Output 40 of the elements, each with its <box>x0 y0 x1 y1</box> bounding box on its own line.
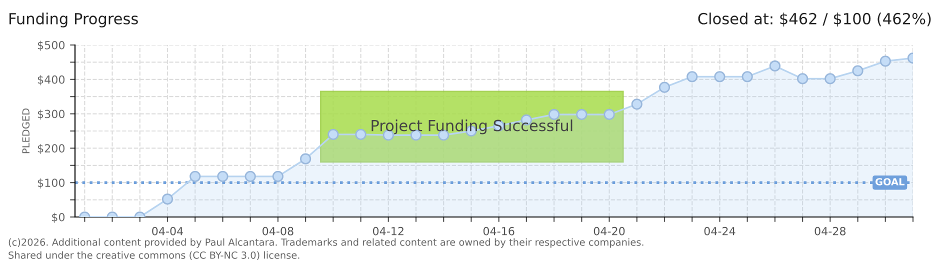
point <box>742 71 753 82</box>
point <box>548 108 560 120</box>
point <box>190 170 201 182</box>
x-tick-label: 04-12 <box>372 226 404 236</box>
chart-title: Funding Progress <box>10 12 138 28</box>
point <box>714 71 726 82</box>
y-tick-label: $100 <box>38 178 65 188</box>
ref-line-label: GOAL <box>875 178 904 186</box>
point <box>658 82 670 93</box>
point <box>824 73 836 84</box>
point <box>631 98 642 110</box>
x-tick-label: 04-20 <box>594 226 625 236</box>
point <box>604 108 615 120</box>
text: Shared under the creative commons (CC BY-NC 3.0) license. <box>8 251 300 260</box>
point <box>355 128 366 140</box>
x-tick-label: 04-28 <box>814 226 846 236</box>
x-tick-label: 04-16 <box>483 226 514 236</box>
x-tick-label: 04-04 <box>152 226 184 236</box>
y-tick-label: $0 <box>52 212 65 223</box>
point <box>300 153 312 164</box>
point <box>576 108 588 120</box>
point <box>272 170 284 182</box>
point <box>797 73 808 84</box>
y-tick-label: $500 <box>38 40 65 51</box>
point <box>769 60 780 72</box>
text: Closed at: $462 / $100 (462%) <box>698 12 931 26</box>
point <box>686 71 698 82</box>
x-tick-label: 04-08 <box>262 226 294 236</box>
y-tick-label: $400 <box>38 75 65 86</box>
point <box>162 194 174 205</box>
point <box>852 65 864 76</box>
x-tick-label: 04-24 <box>704 226 736 236</box>
point <box>880 56 891 67</box>
text: (c)2026. Additional content provided by Paul Alcantara. Trademarks and related content are owned by their respective companies. <box>8 238 644 248</box>
y-axis-title: PLEDGED <box>22 108 30 154</box>
point <box>244 170 256 182</box>
point <box>217 170 228 182</box>
point <box>328 128 339 140</box>
y-tick-label: $200 <box>38 144 65 154</box>
y-tick-label: $300 <box>38 110 65 120</box>
